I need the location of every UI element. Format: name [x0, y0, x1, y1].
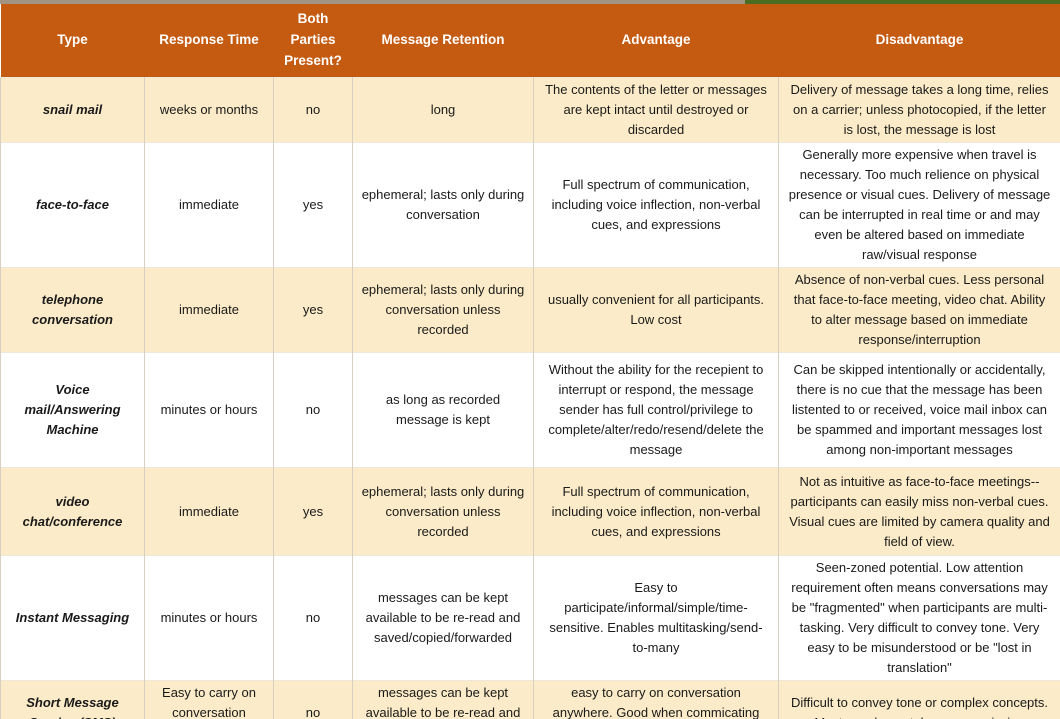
cell-advantage: Without the ability for the recepient to…	[533, 352, 779, 468]
cell-advantage: Full spectrum of communication, includin…	[533, 142, 779, 268]
communication-comparison-table: Type Response Time Both Parties Present?…	[0, 4, 1060, 719]
cell-type: Instant Messaging	[0, 555, 145, 681]
cell-disadvantage: Can be skipped intentionally or accident…	[778, 352, 1060, 468]
cell-message-retention: as long as recorded message is kept	[352, 352, 534, 468]
cell-message-retention: long	[352, 76, 534, 143]
cell-response-time: minutes or hours	[144, 555, 274, 681]
cell-response-time: immediate	[144, 467, 274, 556]
column-header-advantage: Advantage	[533, 4, 779, 78]
cell-advantage: Full spectrum of communication, includin…	[533, 467, 779, 556]
table-row-face-to-face: face-to-face immediate yes ephemeral; la…	[0, 142, 1060, 268]
table-row-snail-mail: snail mail weeks or months no long The c…	[0, 76, 1060, 143]
cell-both-parties: yes	[273, 467, 353, 556]
cell-advantage: The contents of the letter or messages a…	[533, 76, 779, 143]
cell-type: Voice mail/Answering Machine	[0, 352, 145, 468]
header-row: Type Response Time Both Parties Present?…	[0, 4, 1060, 78]
cell-message-retention: ephemeral; lasts only during conversatio…	[352, 142, 534, 268]
cell-response-time: weeks or months	[144, 76, 274, 143]
cell-type: telephone conversation	[0, 267, 145, 353]
cell-type: Short Message Service (SMS)	[0, 680, 145, 719]
cell-disadvantage: Delivery of message takes a long time, r…	[778, 76, 1060, 143]
cell-advantage: easy to carry on conversation anywhere. …	[533, 680, 779, 719]
table-row-video-chat: video chat/conference immediate yes ephe…	[0, 467, 1060, 556]
cell-disadvantage: Generally more expensive when travel is …	[778, 142, 1060, 268]
cell-response-time: immediate	[144, 142, 274, 268]
top-strip-left-segment	[0, 0, 745, 4]
cell-response-time: minutes or hours	[144, 352, 274, 468]
cell-message-retention: ephemeral; lasts only during conversatio…	[352, 267, 534, 353]
cell-message-retention: messages can be kept available to be re-…	[352, 680, 534, 719]
cell-both-parties: no	[273, 76, 353, 143]
cell-disadvantage: Difficult to convey tone or complex conc…	[778, 680, 1060, 719]
table-row-sms: Short Message Service (SMS) Easy to carr…	[0, 680, 1060, 719]
cell-both-parties: yes	[273, 267, 353, 353]
cell-response-time: Easy to carry on conversation anywhere.	[144, 680, 274, 719]
cell-type: face-to-face	[0, 142, 145, 268]
column-header-disadvantage: Disadvantage	[778, 4, 1060, 78]
top-strip-right-segment	[745, 0, 1060, 4]
column-header-both-parties-present: Both Parties Present?	[273, 4, 353, 78]
table-row-telephone-conversation: telephone conversation immediate yes eph…	[0, 267, 1060, 353]
cell-both-parties: no	[273, 352, 353, 468]
cell-both-parties: no	[273, 680, 353, 719]
cell-both-parties: yes	[273, 142, 353, 268]
cell-disadvantage: Seen-zoned potential. Low attention requ…	[778, 555, 1060, 681]
cell-disadvantage: Absence of non-verbal cues. Less persona…	[778, 267, 1060, 353]
column-header-type: Type	[0, 4, 145, 78]
top-strip	[0, 0, 1060, 4]
table-row-voice-mail: Voice mail/Answering Machine minutes or …	[0, 352, 1060, 468]
cell-both-parties: no	[273, 555, 353, 681]
column-header-message-retention: Message Retention	[352, 4, 534, 78]
cell-message-retention: ephemeral; lasts only during conversatio…	[352, 467, 534, 556]
cell-type: video chat/conference	[0, 467, 145, 556]
cell-disadvantage: Not as intuitive as face-to-face meeting…	[778, 467, 1060, 556]
cell-advantage: usually convenient for all participants.…	[533, 267, 779, 353]
cell-response-time: immediate	[144, 267, 274, 353]
column-header-response-time: Response Time	[144, 4, 274, 78]
cell-message-retention: messages can be kept available to be re-…	[352, 555, 534, 681]
cell-advantage: Easy to participate/informal/simple/time…	[533, 555, 779, 681]
table-row-instant-messaging: Instant Messaging minutes or hours no me…	[0, 555, 1060, 681]
cell-type: snail mail	[0, 76, 145, 143]
